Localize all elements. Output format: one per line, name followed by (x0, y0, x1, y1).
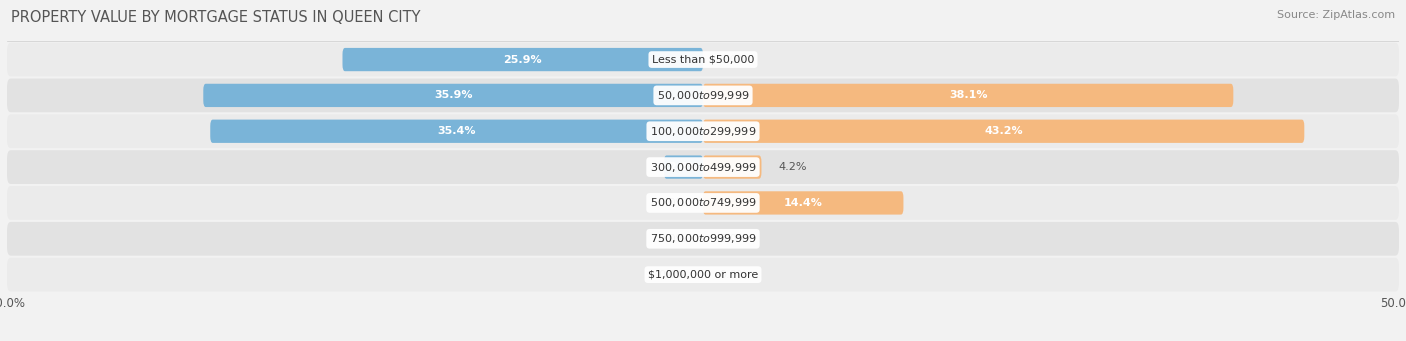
FancyBboxPatch shape (211, 120, 703, 143)
Text: 0.0%: 0.0% (658, 270, 686, 280)
Text: $500,000 to $749,999: $500,000 to $749,999 (650, 196, 756, 209)
Text: 43.2%: 43.2% (984, 126, 1024, 136)
FancyBboxPatch shape (7, 186, 1399, 220)
Text: 38.1%: 38.1% (949, 90, 987, 100)
FancyBboxPatch shape (7, 78, 1399, 112)
FancyBboxPatch shape (7, 150, 1399, 184)
Text: $50,000 to $99,999: $50,000 to $99,999 (657, 89, 749, 102)
FancyBboxPatch shape (7, 114, 1399, 148)
Text: $100,000 to $299,999: $100,000 to $299,999 (650, 125, 756, 138)
FancyBboxPatch shape (204, 84, 703, 107)
Text: 0.0%: 0.0% (658, 234, 686, 244)
Text: 0.0%: 0.0% (720, 270, 748, 280)
FancyBboxPatch shape (703, 120, 1305, 143)
FancyBboxPatch shape (7, 43, 1399, 76)
Text: 25.9%: 25.9% (503, 55, 543, 64)
Text: $300,000 to $499,999: $300,000 to $499,999 (650, 161, 756, 174)
FancyBboxPatch shape (7, 222, 1399, 256)
Text: 0.0%: 0.0% (720, 55, 748, 64)
FancyBboxPatch shape (343, 48, 703, 71)
Text: $1,000,000 or more: $1,000,000 or more (648, 270, 758, 280)
FancyBboxPatch shape (664, 155, 703, 179)
Text: 35.9%: 35.9% (434, 90, 472, 100)
Text: 14.4%: 14.4% (783, 198, 823, 208)
Text: 0.0%: 0.0% (658, 198, 686, 208)
Text: 4.2%: 4.2% (778, 162, 807, 172)
Text: Less than $50,000: Less than $50,000 (652, 55, 754, 64)
Text: $750,000 to $999,999: $750,000 to $999,999 (650, 232, 756, 245)
Text: 35.4%: 35.4% (437, 126, 475, 136)
FancyBboxPatch shape (7, 258, 1399, 292)
FancyBboxPatch shape (703, 84, 1233, 107)
FancyBboxPatch shape (703, 191, 904, 214)
Text: PROPERTY VALUE BY MORTGAGE STATUS IN QUEEN CITY: PROPERTY VALUE BY MORTGAGE STATUS IN QUE… (11, 10, 420, 25)
FancyBboxPatch shape (703, 155, 762, 179)
Text: Source: ZipAtlas.com: Source: ZipAtlas.com (1277, 10, 1395, 20)
Text: 2.8%: 2.8% (668, 162, 699, 172)
Text: 0.0%: 0.0% (720, 234, 748, 244)
